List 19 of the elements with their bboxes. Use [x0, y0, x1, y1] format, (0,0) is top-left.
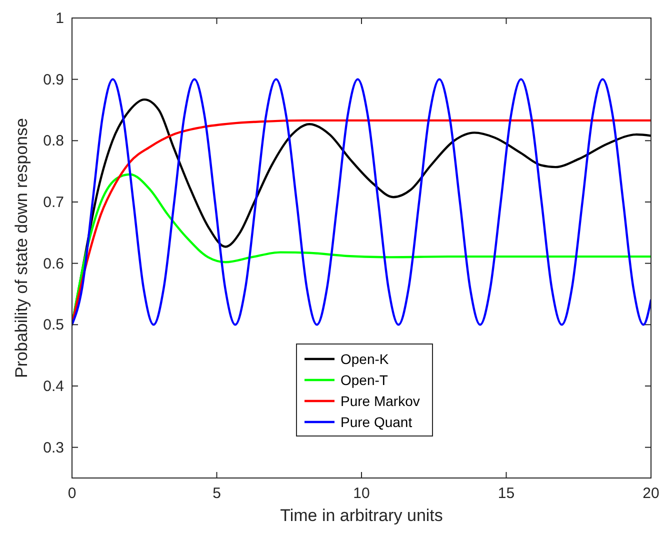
x-tick-label: 0: [68, 485, 76, 502]
y-tick-label: 1: [56, 10, 64, 27]
y-tick-label: 0.6: [43, 255, 64, 272]
x-tick-label: 20: [642, 485, 660, 502]
y-tick-label: 0.4: [43, 378, 64, 395]
x-tick-label: 5: [212, 485, 221, 502]
legend-label: Pure Markov: [340, 393, 420, 409]
x-tick-label: 10: [353, 485, 370, 502]
y-tick-label: 0.5: [43, 316, 64, 334]
x-axis-title: Time in arbitrary units: [280, 506, 443, 525]
x-tick-label: 15: [498, 485, 515, 502]
legend-label: Pure Quant: [340, 414, 412, 430]
legend-label: Open-T: [340, 372, 388, 388]
y-tick-label: 0.9: [43, 71, 64, 88]
legend-label: Open-K: [340, 351, 390, 367]
y-tick-label: 0.7: [43, 194, 64, 211]
y-tick-label: 0.3: [43, 439, 64, 456]
y-tick-label: 0.8: [43, 132, 64, 150]
y-axis-title: Probability of state down response: [12, 118, 31, 378]
